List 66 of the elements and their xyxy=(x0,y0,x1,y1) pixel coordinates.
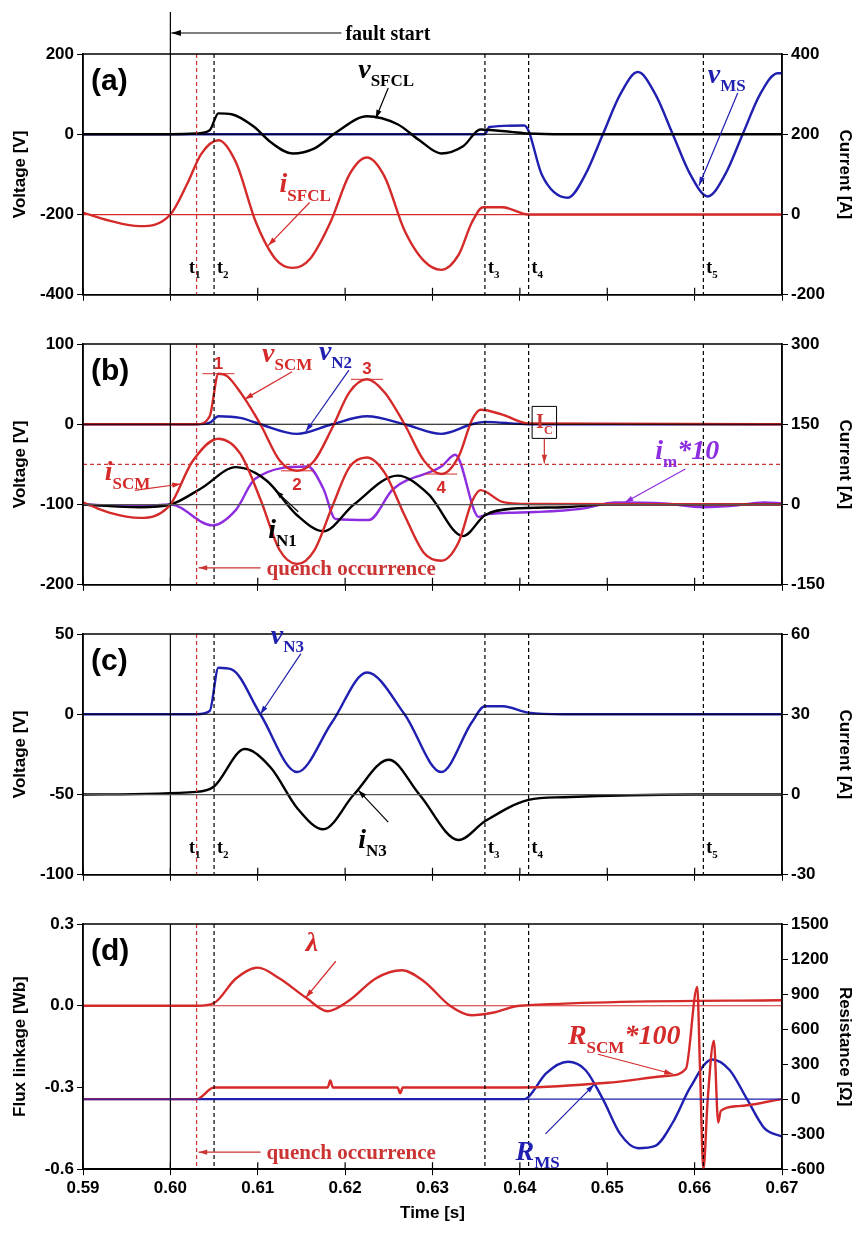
y-tick-label: 0.3 xyxy=(50,913,74,933)
y2-tick-label: 150 xyxy=(791,413,820,433)
y2-tick-label: 0 xyxy=(791,784,801,804)
y-tick-label: -0.3 xyxy=(44,1077,74,1097)
y2-tick-label: 0 xyxy=(791,494,801,514)
y2-tick-label: 0 xyxy=(791,204,801,224)
y2-tick-label: -300 xyxy=(791,1123,826,1143)
y2-tick-label: 0 xyxy=(791,1088,801,1108)
y2-tick-label: 30 xyxy=(791,703,810,723)
chart-title: (b) xyxy=(91,353,130,386)
y-axis-title: Voltage [V] xyxy=(9,710,29,799)
y-tick-label: 0 xyxy=(64,413,74,433)
annotation: 4 xyxy=(436,478,447,498)
x-tick-label: 0.62 xyxy=(328,1178,362,1198)
x-tick-label: 0.61 xyxy=(241,1178,275,1198)
x-tick-label: 0.59 xyxy=(66,1178,100,1198)
y2-axis-title: Resistance [Ω] xyxy=(836,986,856,1107)
annotation: 1 xyxy=(213,353,224,373)
ref-line-label: fault start xyxy=(345,22,431,44)
y-tick-label: 200 xyxy=(45,43,74,63)
y2-tick-label: 300 xyxy=(791,1053,820,1073)
y2-tick-label: -30 xyxy=(791,864,816,884)
chart-title: (c) xyxy=(91,643,128,676)
y2-tick-label: -600 xyxy=(791,1158,826,1178)
y2-tick-label: 200 xyxy=(791,123,820,143)
y-tick-label: -200 xyxy=(39,204,74,224)
y2-axis-title: Current [A] xyxy=(836,129,856,220)
y-tick-label: 100 xyxy=(45,333,74,353)
y-tick-label: -100 xyxy=(39,494,74,514)
y2-tick-label: 1200 xyxy=(791,948,829,968)
chart-title: (a) xyxy=(91,63,128,96)
y2-axis-title: Current [A] xyxy=(836,709,856,800)
y-tick-label: 0 xyxy=(64,703,74,723)
x-tick-label: 0.60 xyxy=(153,1178,187,1198)
ref-line-label: quench occurrence xyxy=(266,1140,436,1165)
series-label: λ xyxy=(304,926,319,958)
y2-tick-label: 300 xyxy=(791,333,820,353)
x-tick-label: 0.67 xyxy=(765,1178,799,1198)
y-axis-title: Voltage [V] xyxy=(9,420,29,509)
x-tick-label: 0.66 xyxy=(678,1178,712,1198)
annotation: 3 xyxy=(362,359,372,379)
y-axis-title: Voltage [V] xyxy=(9,130,29,219)
chart-title: (d) xyxy=(91,933,130,966)
y2-axis-title: Current [A] xyxy=(836,419,856,510)
y-tick-label: -200 xyxy=(39,574,74,594)
y-tick-label: 0.0 xyxy=(50,995,74,1015)
y2-tick-label: 600 xyxy=(791,1018,820,1038)
x-axis-title: Time [s] xyxy=(400,1203,465,1223)
x-tick-label: 0.64 xyxy=(503,1178,537,1198)
x-tick-label: 0.65 xyxy=(590,1178,624,1198)
y-tick-label: -100 xyxy=(39,864,74,884)
y-tick-label: -50 xyxy=(49,784,74,804)
y-axis-title: Flux linkage [Wb] xyxy=(9,976,29,1117)
ref-line-label: quench occurrence xyxy=(266,555,436,580)
y2-tick-label: 60 xyxy=(791,623,810,643)
y2-tick-label: 1500 xyxy=(791,913,829,933)
y-tick-label: -0.6 xyxy=(44,1158,74,1178)
x-tick-label: 0.63 xyxy=(415,1178,450,1198)
y2-tick-label: -200 xyxy=(791,284,826,304)
y-tick-label: 50 xyxy=(55,623,74,643)
y2-tick-label: 900 xyxy=(791,983,820,1003)
y-tick-label: -400 xyxy=(39,284,74,304)
y-tick-label: 0 xyxy=(64,123,74,143)
y2-tick-label: -150 xyxy=(791,574,826,594)
annotation: 2 xyxy=(292,474,302,494)
y2-tick-label: 400 xyxy=(791,43,820,63)
